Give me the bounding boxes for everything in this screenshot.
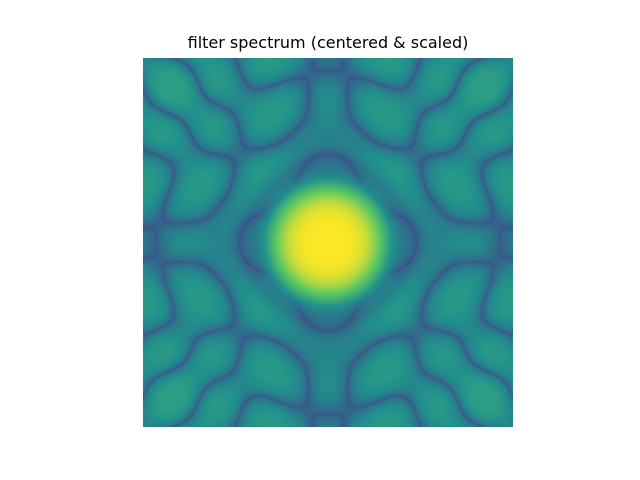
chart-title: filter spectrum (centered & scaled): [187, 33, 469, 52]
heatmap-plot-area: [143, 58, 513, 427]
heatmap-image: [143, 58, 513, 427]
